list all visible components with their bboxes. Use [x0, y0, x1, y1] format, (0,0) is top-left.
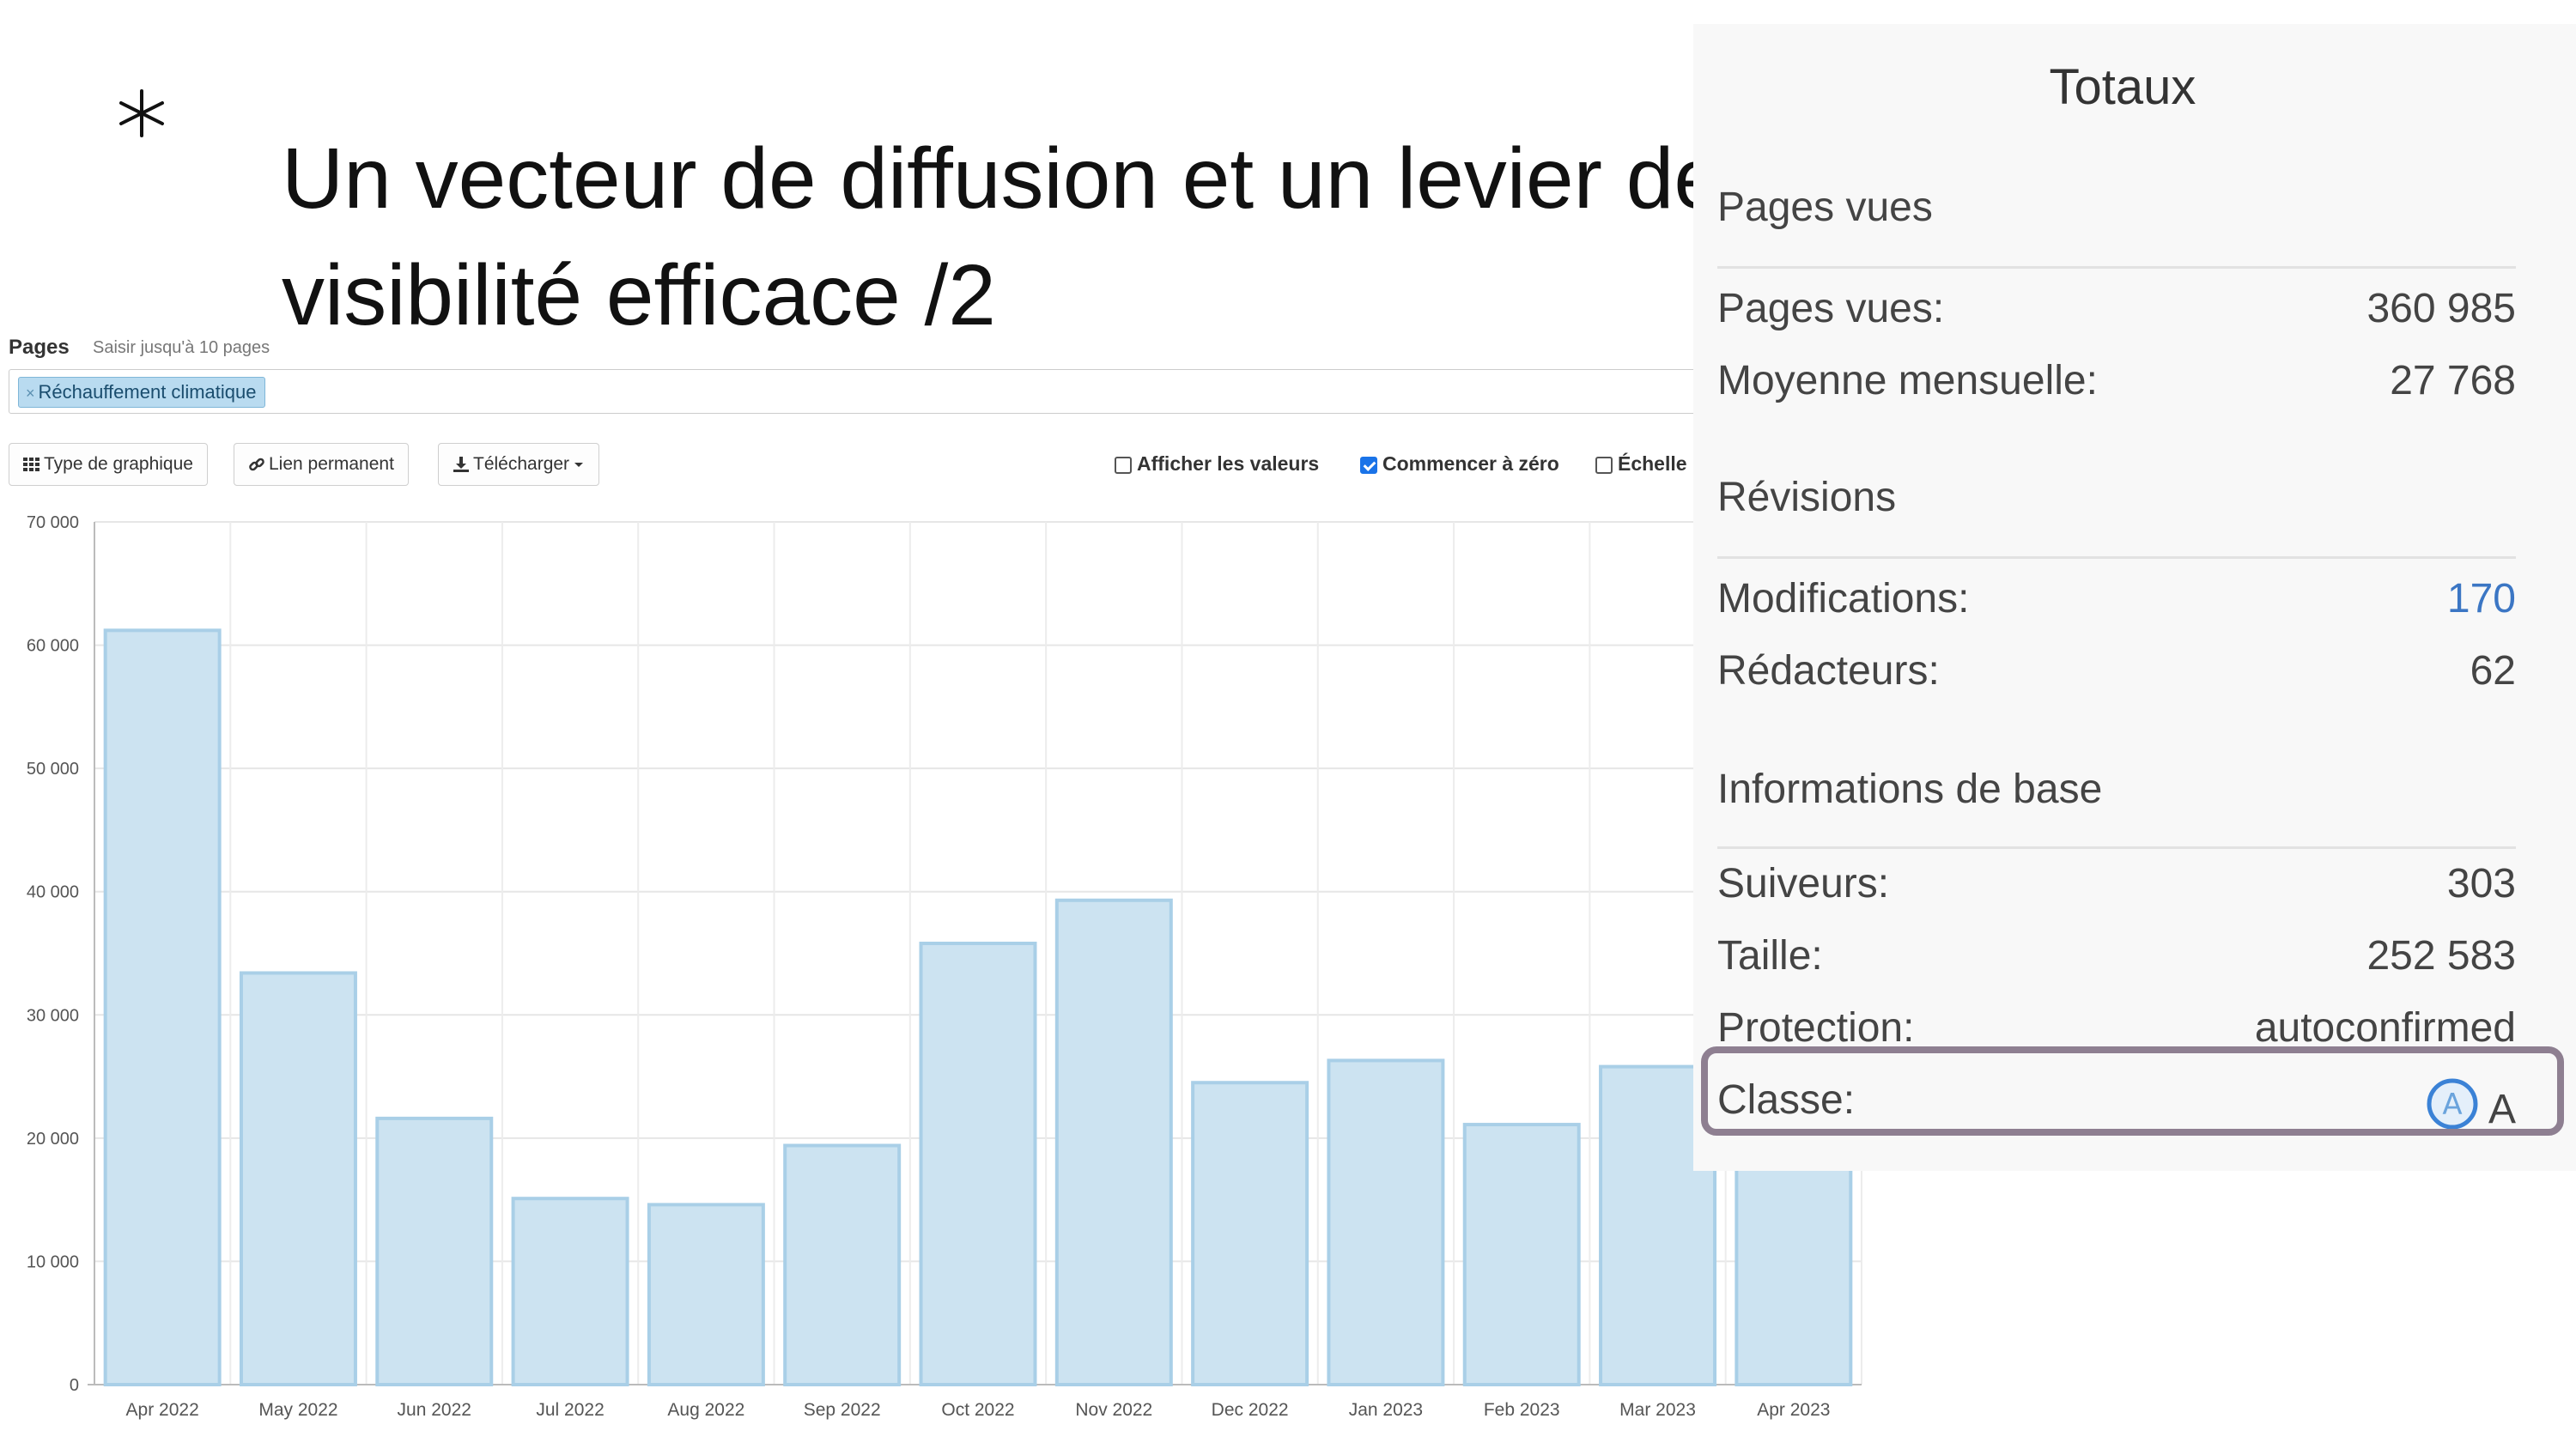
x-tick-label: Jul 2022 [536, 1400, 604, 1420]
x-tick-label: Nov 2022 [1075, 1400, 1152, 1420]
bar[interactable] [1191, 1081, 1309, 1386]
stat-label: Protection: [1717, 1005, 1915, 1051]
bar[interactable] [1735, 1160, 1853, 1387]
pageviews-tool: Pages Saisir jusqu'à 10 pages × Réchauffe… [0, 331, 1862, 1449]
edits-link[interactable]: 170 [2446, 576, 2516, 621]
permalink-button[interactable]: Lien permanent [234, 443, 409, 486]
x-tick-label: Apr 2023 [1757, 1400, 1830, 1420]
stat-row-size: Taille: 252 583 [1717, 932, 2516, 987]
stat-row-editors: Rédacteurs: 62 [1717, 647, 2516, 702]
permalink-label: Lien permanent [269, 454, 394, 474]
show-values-checkbox[interactable] [1115, 457, 1132, 474]
divider [1717, 556, 2516, 559]
stat-value: 360 985 [2366, 286, 2516, 331]
x-tick-label: Dec 2022 [1212, 1400, 1289, 1420]
totals-panel: Totaux Pages vues Pages vues: 360 985 Mo… [1693, 24, 2576, 1171]
stat-label: Taille: [1717, 933, 1823, 979]
show-values-option[interactable]: Afficher les valeurs [1115, 450, 1319, 477]
show-values-label: Afficher les valeurs [1137, 452, 1320, 475]
pageviews-bar-chart: 0 10 000 20 000 30 000 40 000 50 000 60 000 70 … [27, 513, 1862, 1420]
x-tick-label: Oct 2022 [941, 1400, 1014, 1420]
divider [1717, 846, 2516, 849]
stat-value: autoconfirmed [2254, 1005, 2516, 1051]
log-scale-option[interactable]: Échelle [1595, 450, 1687, 477]
stat-label: Pages vues: [1717, 286, 1945, 331]
y-tick-label: 60 000 [27, 637, 79, 656]
x-tick-label: Aug 2022 [667, 1400, 744, 1420]
begin-at-zero-option[interactable]: Commencer à zéro [1360, 450, 1559, 477]
pages-label: Pages [9, 336, 70, 359]
x-tick-label: Mar 2023 [1619, 1400, 1696, 1420]
page-tag[interactable]: × Réchauffement climatique [18, 377, 266, 408]
log-scale-checkbox[interactable] [1595, 457, 1613, 474]
bar[interactable] [103, 628, 222, 1387]
article-class-a-icon: A [2427, 1078, 2478, 1130]
begin-at-zero-label: Commencer à zéro [1382, 452, 1559, 475]
download-button[interactable]: Télécharger [438, 443, 600, 486]
stat-value: 303 [2446, 861, 2516, 906]
pages-input[interactable]: × Réchauffement climatique [9, 369, 1702, 414]
bar[interactable] [239, 971, 357, 1386]
slide-title: Un vecteur de diffusion et un levier de … [282, 130, 1722, 343]
stat-row-pageviews: Pages vues: 360 985 [1717, 285, 2516, 340]
section-title-basic-info: Informations de base [1717, 767, 2103, 812]
bar[interactable] [783, 1143, 902, 1386]
section-title-pageviews: Pages vues [1717, 185, 1933, 230]
x-tick-label: May 2022 [258, 1400, 337, 1420]
caret-down-icon [574, 463, 584, 468]
stat-label: Rédacteurs: [1717, 648, 1940, 694]
bar[interactable] [1327, 1058, 1445, 1387]
begin-at-zero-checkbox[interactable] [1360, 457, 1377, 474]
stat-row-edits: Modifications: 170 [1717, 575, 2516, 630]
stat-label: Suiveurs: [1717, 861, 1890, 906]
class-row-highlight [1701, 1046, 2564, 1136]
bar[interactable] [919, 942, 1037, 1386]
y-tick-label: 0 [70, 1376, 79, 1395]
y-tick-label: 10 000 [27, 1252, 79, 1271]
bar[interactable] [1054, 898, 1173, 1386]
link-icon [249, 458, 264, 471]
class-icon-letter: A [2442, 1088, 2462, 1122]
stat-label: Moyenne mensuelle: [1717, 358, 2098, 403]
grid-icon [23, 458, 39, 472]
bar[interactable] [647, 1203, 765, 1387]
stat-value: 27 768 [2390, 358, 2516, 403]
totals-title: Totaux [2049, 59, 2196, 115]
asterisk-bullet-icon [119, 89, 164, 137]
bar[interactable] [1462, 1123, 1581, 1386]
y-tick-label: 20 000 [27, 1130, 79, 1149]
bar[interactable] [375, 1116, 494, 1387]
x-tick-label: Feb 2023 [1484, 1400, 1560, 1420]
stat-row-monthly-average: Moyenne mensuelle: 27 768 [1717, 357, 2516, 412]
stat-row-watchers: Suiveurs: 303 [1717, 860, 2516, 915]
y-tick-label: 40 000 [27, 883, 79, 902]
download-label: Télécharger [473, 454, 570, 474]
log-scale-label: Échelle [1618, 452, 1687, 475]
stat-row-protection: Protection: autoconfirmed [1717, 1004, 2516, 1059]
chart-type-label: Type de graphique [44, 454, 193, 474]
section-title-revisions: Révisions [1717, 475, 1897, 520]
stat-label: Modifications: [1717, 576, 1970, 621]
download-icon [453, 457, 469, 473]
pages-hint: Saisir jusqu'à 10 pages [93, 338, 270, 357]
page-tag-label: Réchauffement climatique [38, 381, 257, 403]
x-tick-label: Sep 2022 [804, 1400, 881, 1420]
class-value: A [2488, 1087, 2516, 1132]
x-tick-label: Apr 2022 [126, 1400, 199, 1420]
remove-tag-icon[interactable]: × [26, 385, 35, 402]
stat-label: Classe: [1717, 1077, 1856, 1123]
divider [1717, 266, 2516, 269]
bar[interactable] [511, 1197, 629, 1387]
stat-value: 62 [2470, 648, 2516, 694]
x-tick-label: Jan 2023 [1349, 1400, 1423, 1420]
y-tick-label: 50 000 [27, 760, 79, 779]
chart-type-button[interactable]: Type de graphique [9, 443, 208, 486]
x-tick-label: Jun 2022 [398, 1400, 471, 1420]
y-tick-label: 70 000 [27, 513, 79, 532]
y-tick-label: 30 000 [27, 1006, 79, 1025]
stat-value: 252 583 [2366, 933, 2516, 979]
